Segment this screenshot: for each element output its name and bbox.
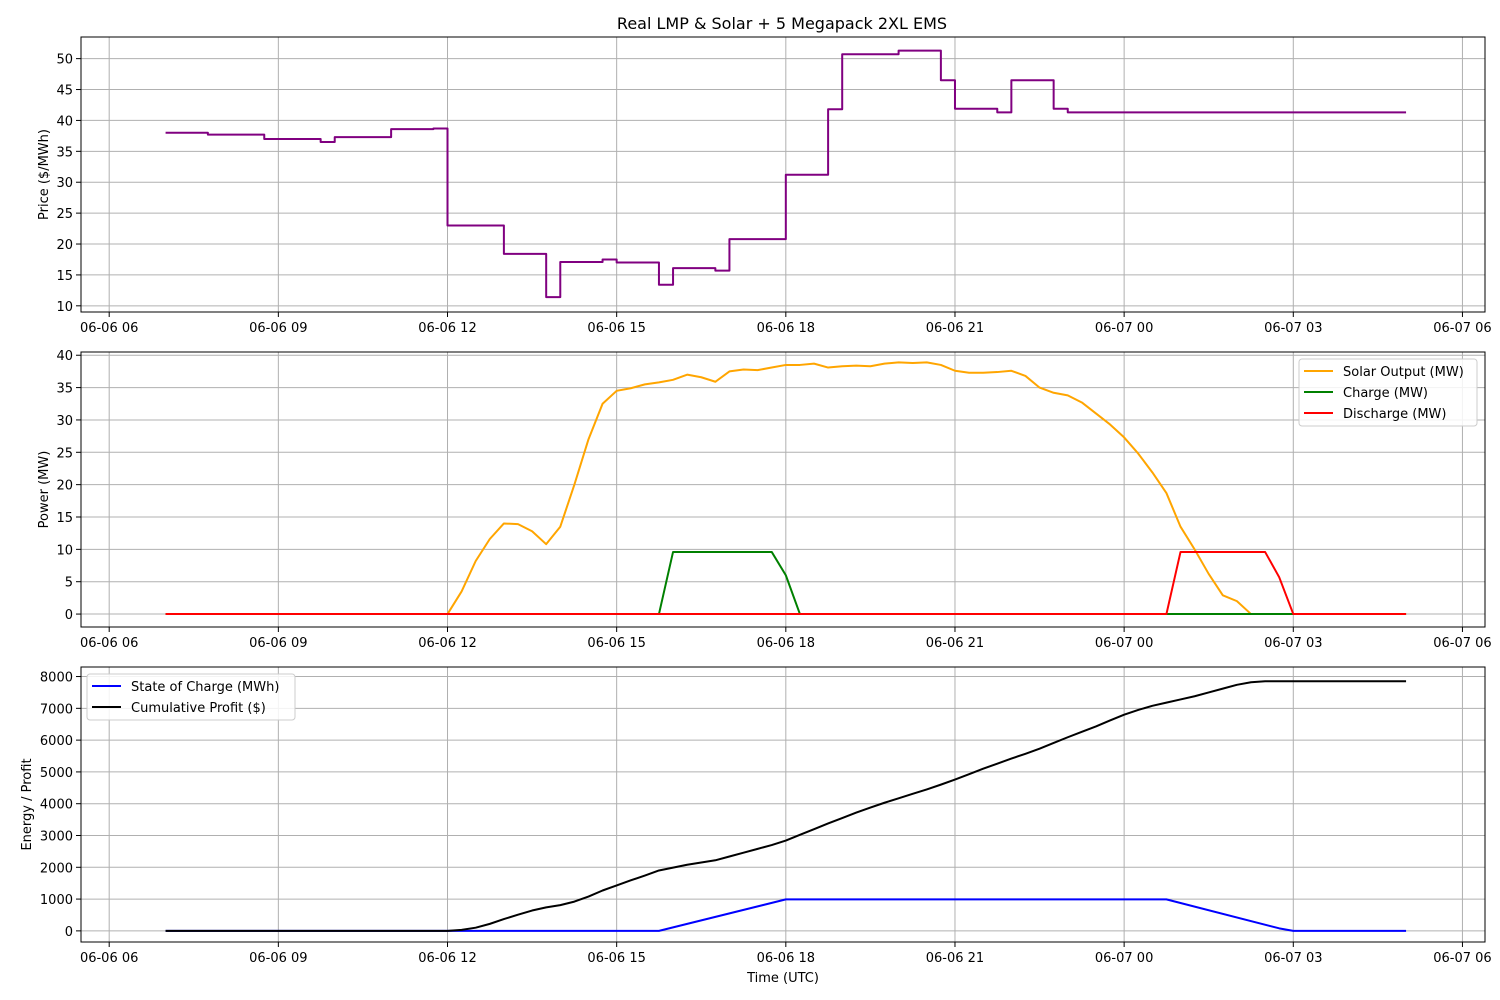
y-tick-label: 4000 — [40, 798, 73, 813]
series-line-price — [165, 49, 1407, 299]
y-tick-label: 5000 — [40, 766, 73, 781]
y-axis-label: Energy / Profit — [20, 758, 35, 850]
x-tick-label: 06-06 21 — [926, 321, 984, 336]
y-tick-label: 45 — [56, 84, 73, 99]
y-tick-label: 7000 — [40, 702, 73, 717]
y-axis-label: Price ($/MWh) — [37, 129, 52, 220]
x-tick-label: 06-06 15 — [587, 321, 645, 336]
y-tick-label: 25 — [56, 207, 73, 222]
y-tick-label: 1000 — [40, 893, 73, 908]
x-tick-label: 06-07 03 — [1264, 321, 1322, 336]
x-tick-label: 06-06 12 — [418, 636, 476, 651]
x-tick-label: 06-06 06 — [80, 636, 138, 651]
x-tick-label: 06-06 15 — [587, 951, 645, 966]
x-tick-label: 06-07 00 — [1095, 321, 1153, 336]
y-tick-label: 5 — [65, 576, 73, 591]
x-tick-label: 06-06 06 — [80, 321, 138, 336]
x-tick-label: 06-06 21 — [926, 636, 984, 651]
x-tick-label: 06-06 18 — [757, 321, 815, 336]
y-tick-label: 15 — [56, 269, 73, 284]
x-tick-label: 06-07 00 — [1095, 636, 1153, 651]
x-tick-label: 06-06 18 — [757, 951, 815, 966]
legend-label-profit: Cumulative Profit ($) — [131, 701, 266, 716]
y-tick-label: 10 — [56, 543, 73, 558]
x-tick-label: 06-07 03 — [1264, 636, 1322, 651]
x-tick-label: 06-07 03 — [1264, 951, 1322, 966]
x-tick-label: 06-06 09 — [249, 951, 307, 966]
x-tick-label: 06-06 21 — [926, 951, 984, 966]
series-group — [165, 680, 1407, 932]
grid-lines — [81, 667, 1485, 942]
panels: 06-06 06 06-06 09 06-06 12 06-06 15 06-06 18… — [20, 36, 1492, 986]
y-tick-label: 10 — [56, 300, 73, 315]
x-tick-label: 06-06 06 — [80, 951, 138, 966]
y-tick-label: 15 — [56, 511, 73, 526]
y-tick-label: 2000 — [40, 861, 73, 876]
legend: State of Charge (MWh) Cumulative Profit (… — [86, 673, 296, 721]
series-line-discharge — [165, 550, 1407, 616]
axes-frame — [80, 351, 1486, 628]
x-axis-label: Time (UTC) — [746, 971, 819, 986]
y-tick-label: 40 — [56, 349, 73, 364]
y-tick-label: 35 — [56, 145, 73, 160]
legend-box — [86, 673, 296, 721]
y-tick-label: 8000 — [40, 671, 73, 686]
y-tick-label: 0 — [65, 608, 73, 623]
legend-label-discharge: Discharge (MW) — [1343, 407, 1446, 422]
y-tick-label: 30 — [56, 414, 73, 429]
x-tick-label: 06-06 12 — [418, 951, 476, 966]
x-tick-label: 06-07 06 — [1433, 321, 1491, 336]
y-tick-label: 25 — [56, 446, 73, 461]
legend-label-charge: Charge (MW) — [1343, 386, 1428, 401]
grid-lines — [81, 37, 1485, 312]
x-tick-label: 06-07 00 — [1095, 951, 1153, 966]
y-tick-label: 0 — [65, 925, 73, 940]
panel-3: 06-06 06 06-06 09 06-06 12 06-06 15 06-06 18… — [20, 666, 1492, 986]
panel-2: 06-06 06 06-06 09 06-06 12 06-06 15 06-06 18… — [37, 349, 1492, 651]
y-tick-label: 40 — [56, 114, 73, 129]
x-tick-label: 06-06 09 — [249, 636, 307, 651]
y-tick-label: 3000 — [40, 829, 73, 844]
series-group — [165, 361, 1407, 616]
series-line-solar — [165, 361, 1407, 616]
figure-title: Real LMP & Solar + 5 Megapack 2XL EMS — [617, 14, 947, 33]
axes-frame — [80, 36, 1486, 313]
series-line-soc — [165, 898, 1407, 932]
y-tick-label: 6000 — [40, 734, 73, 749]
series-line-profit — [165, 680, 1407, 932]
x-tick-label: 06-07 06 — [1433, 636, 1491, 651]
panel-1: 06-06 06 06-06 09 06-06 12 06-06 15 06-06 18… — [37, 36, 1492, 336]
y-tick-label: 30 — [56, 176, 73, 191]
x-tick-label: 06-07 06 — [1433, 951, 1491, 966]
legend: Solar Output (MW) Charge (MW) Discharge (M… — [1298, 358, 1478, 427]
legend-label-solar: Solar Output (MW) — [1343, 365, 1464, 380]
y-tick-label: 35 — [56, 382, 73, 397]
axes-frame — [80, 666, 1486, 943]
legend-label-soc: State of Charge (MWh) — [131, 680, 279, 695]
y-tick-label: 50 — [56, 53, 73, 68]
legend-box — [1298, 358, 1478, 427]
x-tick-label: 06-06 15 — [587, 636, 645, 651]
y-tick-label: 20 — [56, 238, 73, 253]
series-group — [165, 49, 1407, 299]
x-tick-label: 06-06 09 — [249, 321, 307, 336]
x-tick-label: 06-06 18 — [757, 636, 815, 651]
x-tick-label: 06-06 12 — [418, 321, 476, 336]
y-axis-label: Power (MW) — [37, 451, 52, 529]
y-tick-label: 20 — [56, 479, 73, 494]
